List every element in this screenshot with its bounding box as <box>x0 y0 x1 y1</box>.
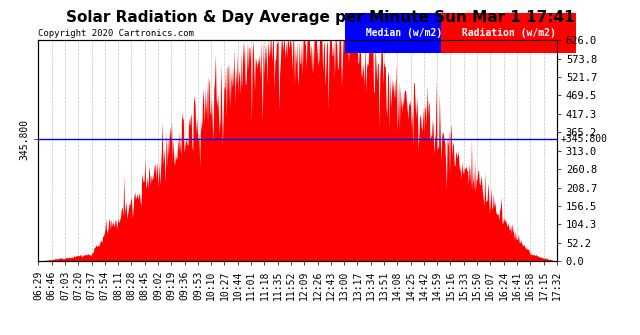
Text: Radiation (w/m2): Radiation (w/m2) <box>456 28 561 38</box>
Text: +345.800: +345.800 <box>561 134 608 144</box>
Text: Median (w/m2): Median (w/m2) <box>360 28 448 38</box>
Text: Copyright 2020 Cartronics.com: Copyright 2020 Cartronics.com <box>38 29 195 38</box>
Text: Solar Radiation & Day Average per Minute Sun Mar 1 17:41: Solar Radiation & Day Average per Minute… <box>66 10 574 25</box>
